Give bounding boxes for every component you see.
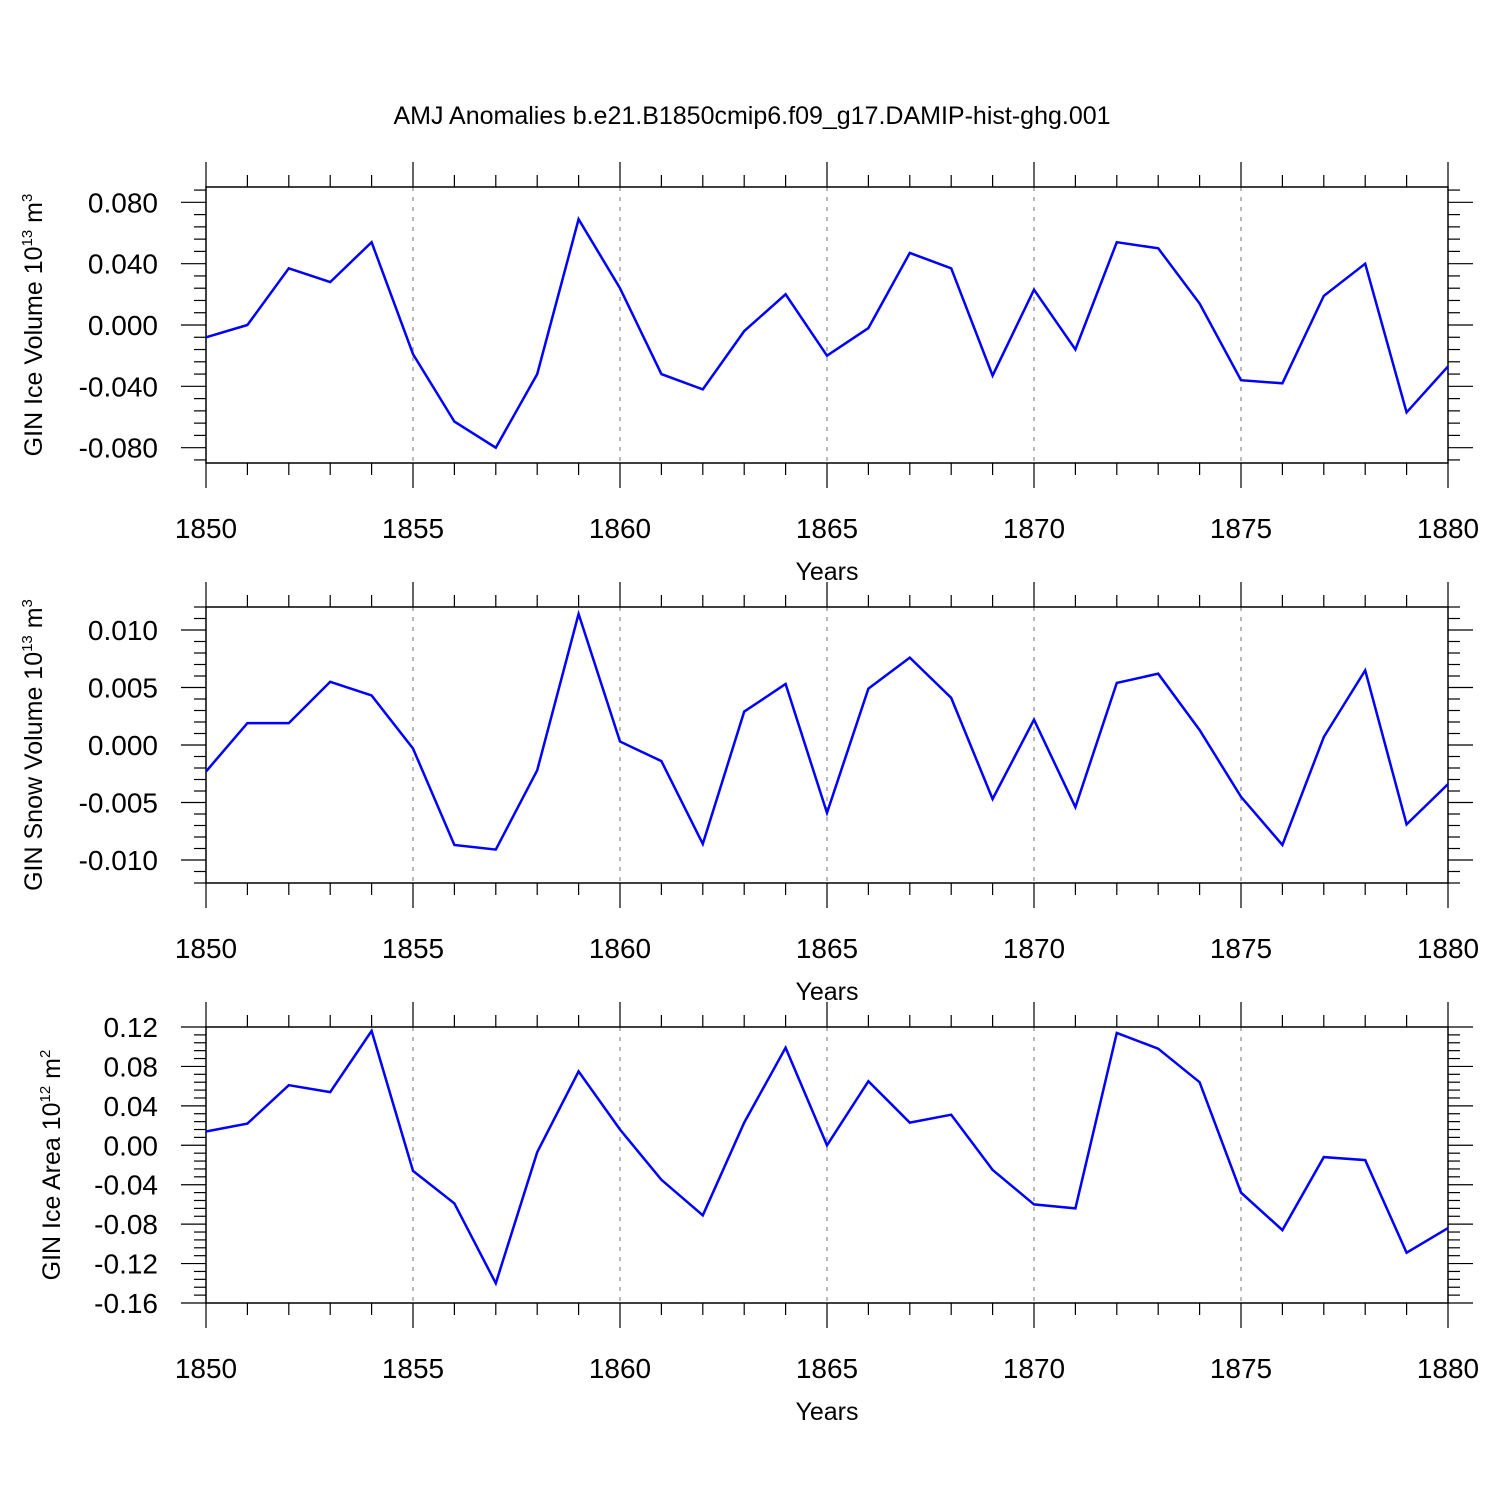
y-tick-label: 0.080 xyxy=(88,187,158,218)
x-tick-label: 1850 xyxy=(175,513,237,544)
y-tick-label: 0.000 xyxy=(88,310,158,341)
x-tick-label: 1880 xyxy=(1417,933,1479,964)
x-tick-label: 1855 xyxy=(382,1353,444,1384)
x-tick-label: 1865 xyxy=(796,513,858,544)
panel-2: -0.010 -0.005 0.000 0.005 0.010 1850 1855 1860 1… xyxy=(19,582,1479,1006)
y-tick-label: -0.04 xyxy=(94,1170,158,1201)
y-tick-label: 0.12 xyxy=(104,1012,159,1043)
x-tick-label: 1855 xyxy=(382,513,444,544)
x-axis-label: Years xyxy=(795,978,858,1006)
x-tick-label: 1865 xyxy=(796,933,858,964)
x-tick-label: 1870 xyxy=(1003,513,1065,544)
y-tick-label: -0.005 xyxy=(79,788,158,819)
x-tick-label: 1875 xyxy=(1210,513,1272,544)
y-tick-label: 0.010 xyxy=(88,615,158,646)
y-axis-label: GIN Snow Volume 1013 m3 xyxy=(19,599,48,891)
chart-title: AMJ Anomalies b.e21.B1850cmip6.f09_g17.D… xyxy=(393,102,1110,130)
x-axis-label: Years xyxy=(795,1398,858,1426)
y-tick-label: 0.000 xyxy=(88,730,158,761)
y-tick-label: -0.12 xyxy=(94,1249,158,1280)
x-axis-label: Years xyxy=(795,558,858,586)
y-tick-label: -0.010 xyxy=(79,845,158,876)
y-tick-label: 0.005 xyxy=(88,673,158,704)
x-tick-label: 1870 xyxy=(1003,933,1065,964)
x-tick-label: 1850 xyxy=(175,933,237,964)
x-tick-label: 1860 xyxy=(589,933,651,964)
series-line xyxy=(206,219,1448,448)
y-tick-label: -0.08 xyxy=(94,1209,158,1240)
y-axis-label: GIN Ice Volume 1013 m3 xyxy=(19,194,48,457)
x-tick-label: 1860 xyxy=(589,513,651,544)
y-axis-label: GIN Ice Area 1012 m2 xyxy=(37,1050,66,1281)
y-tick-label: 0.040 xyxy=(88,249,158,280)
x-tick-label: 1860 xyxy=(589,1353,651,1384)
x-tick-label: 1880 xyxy=(1417,1353,1479,1384)
y-tick-label: -0.16 xyxy=(94,1288,158,1319)
y-tick-label: -0.080 xyxy=(79,433,158,464)
x-tick-label: 1875 xyxy=(1210,1353,1272,1384)
y-tick-label: 0.08 xyxy=(104,1051,159,1082)
x-tick-label: 1855 xyxy=(382,933,444,964)
x-tick-label: 1880 xyxy=(1417,513,1479,544)
panel-1: -0.080 -0.040 0.000 0.040 0.080 1850 1855 1860 1… xyxy=(19,162,1479,586)
y-tick-label: 0.04 xyxy=(104,1091,159,1122)
x-tick-label: 1870 xyxy=(1003,1353,1065,1384)
x-tick-label: 1850 xyxy=(175,1353,237,1384)
panel-3: -0.16 -0.12 -0.08 -0.04 0.00 0.04 0.08 0.12 1850… xyxy=(37,1002,1479,1426)
y-tick-label: -0.040 xyxy=(79,371,158,402)
x-tick-label: 1865 xyxy=(796,1353,858,1384)
y-tick-label: 0.00 xyxy=(104,1130,159,1161)
x-tick-label: 1875 xyxy=(1210,933,1272,964)
